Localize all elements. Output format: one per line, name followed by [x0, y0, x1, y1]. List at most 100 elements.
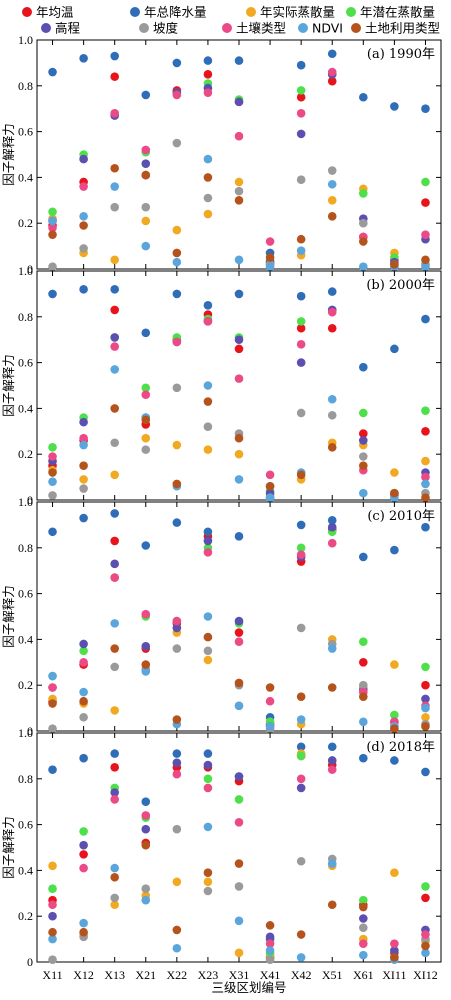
data-point — [172, 58, 182, 68]
data-point — [327, 67, 337, 77]
data-point — [79, 927, 88, 937]
x-tick-label: X13 — [104, 968, 125, 982]
y-tick-label: 0.6 — [18, 587, 33, 601]
data-point — [79, 687, 88, 697]
data-point — [203, 381, 213, 390]
data-point — [110, 470, 119, 480]
data-point — [359, 923, 368, 932]
panel-label: (a) 1990年 — [367, 47, 435, 62]
data-point — [172, 644, 182, 653]
panel-frame — [36, 732, 442, 963]
chart-panel: 0 0.2 0.4 0.6 0.8 1.0 因子解释力 (b) 2000年 — [1, 264, 442, 507]
data-point — [79, 658, 88, 667]
data-point — [79, 863, 88, 873]
data-point — [327, 323, 337, 333]
data-point — [359, 950, 368, 960]
data-point — [48, 452, 57, 461]
data-point — [110, 863, 119, 873]
data-point — [172, 769, 182, 779]
data-point — [141, 328, 151, 338]
data-point — [421, 493, 430, 503]
y-tick-label: 0.8 — [18, 79, 33, 93]
y-tick-label: 0.4 — [18, 863, 33, 877]
x-tick-label: X12 — [73, 968, 94, 982]
data-point — [203, 646, 213, 656]
legend-label: 年均温 — [36, 5, 74, 20]
data-point — [327, 742, 337, 752]
data-point — [421, 472, 430, 482]
y-axis-title: 因子解释力 — [1, 816, 16, 879]
data-point — [234, 177, 244, 187]
x-axis-title: 三级区划编号 — [211, 980, 286, 995]
panel-label: (c) 2010年 — [367, 509, 435, 524]
x-tick-label: X31 — [229, 968, 250, 982]
data-point — [234, 449, 244, 459]
data-point — [296, 715, 306, 724]
data-point — [203, 868, 213, 877]
data-point — [390, 756, 399, 765]
x-tick-label: X41 — [260, 968, 281, 982]
data-point — [48, 900, 57, 910]
data-point — [203, 193, 213, 203]
data-point — [265, 939, 275, 948]
data-point — [48, 861, 57, 871]
data-point — [421, 314, 430, 324]
legend-label: NDVI — [312, 21, 343, 36]
legend-item: 土地利用类型 — [351, 21, 440, 36]
data-point — [421, 893, 430, 903]
data-point — [172, 337, 182, 347]
data-point — [234, 186, 244, 196]
y-tick-label: 0.6 — [18, 125, 33, 139]
data-point — [327, 49, 337, 59]
chart-panels: 0 0.2 0.4 0.6 0.8 1.0 因子解释力 (a) 1990年 0 0.2 0.4 0.6… — [1, 33, 442, 969]
data-point — [79, 285, 88, 294]
legend-marker — [41, 23, 51, 33]
y-tick-label: 0 — [27, 955, 33, 969]
data-point — [141, 884, 151, 894]
data-point — [359, 680, 368, 690]
data-point — [359, 92, 368, 102]
data-point — [234, 637, 244, 646]
data-point — [359, 637, 368, 646]
data-point — [234, 678, 244, 688]
data-point — [234, 948, 244, 958]
data-point — [141, 609, 151, 619]
data-point — [265, 683, 275, 692]
panel-label: (b) 2000年 — [366, 278, 435, 293]
y-tick-label: 0.6 — [18, 356, 33, 370]
x-tick-label: X61 — [353, 968, 374, 982]
data-point — [48, 724, 57, 734]
data-point — [234, 475, 244, 484]
y-axis-title: 因子解释力 — [1, 354, 16, 417]
data-point — [421, 722, 430, 731]
data-point — [327, 443, 337, 452]
data-point — [234, 196, 244, 205]
data-point — [141, 895, 151, 905]
data-point — [296, 774, 306, 784]
data-point — [359, 461, 368, 470]
data-point — [110, 509, 119, 518]
data-point — [172, 383, 182, 393]
data-point — [265, 955, 275, 965]
data-point — [359, 218, 368, 228]
data-point — [48, 216, 57, 226]
data-point — [110, 795, 119, 804]
data-point — [141, 383, 151, 393]
data-point — [203, 88, 213, 97]
data-point — [110, 763, 119, 772]
data-point — [48, 223, 57, 233]
data-point — [110, 788, 119, 797]
data-point — [79, 182, 88, 191]
data-point — [421, 522, 430, 532]
data-point — [327, 212, 337, 221]
data-point — [390, 344, 399, 354]
data-point — [79, 827, 88, 836]
data-point — [110, 749, 119, 758]
data-point — [110, 163, 119, 173]
data-point — [359, 552, 368, 562]
data-point — [234, 818, 244, 827]
data-point — [172, 749, 182, 758]
data-point — [359, 717, 368, 727]
data-point — [110, 662, 119, 672]
legend-item: 土壤类型 — [222, 21, 286, 36]
